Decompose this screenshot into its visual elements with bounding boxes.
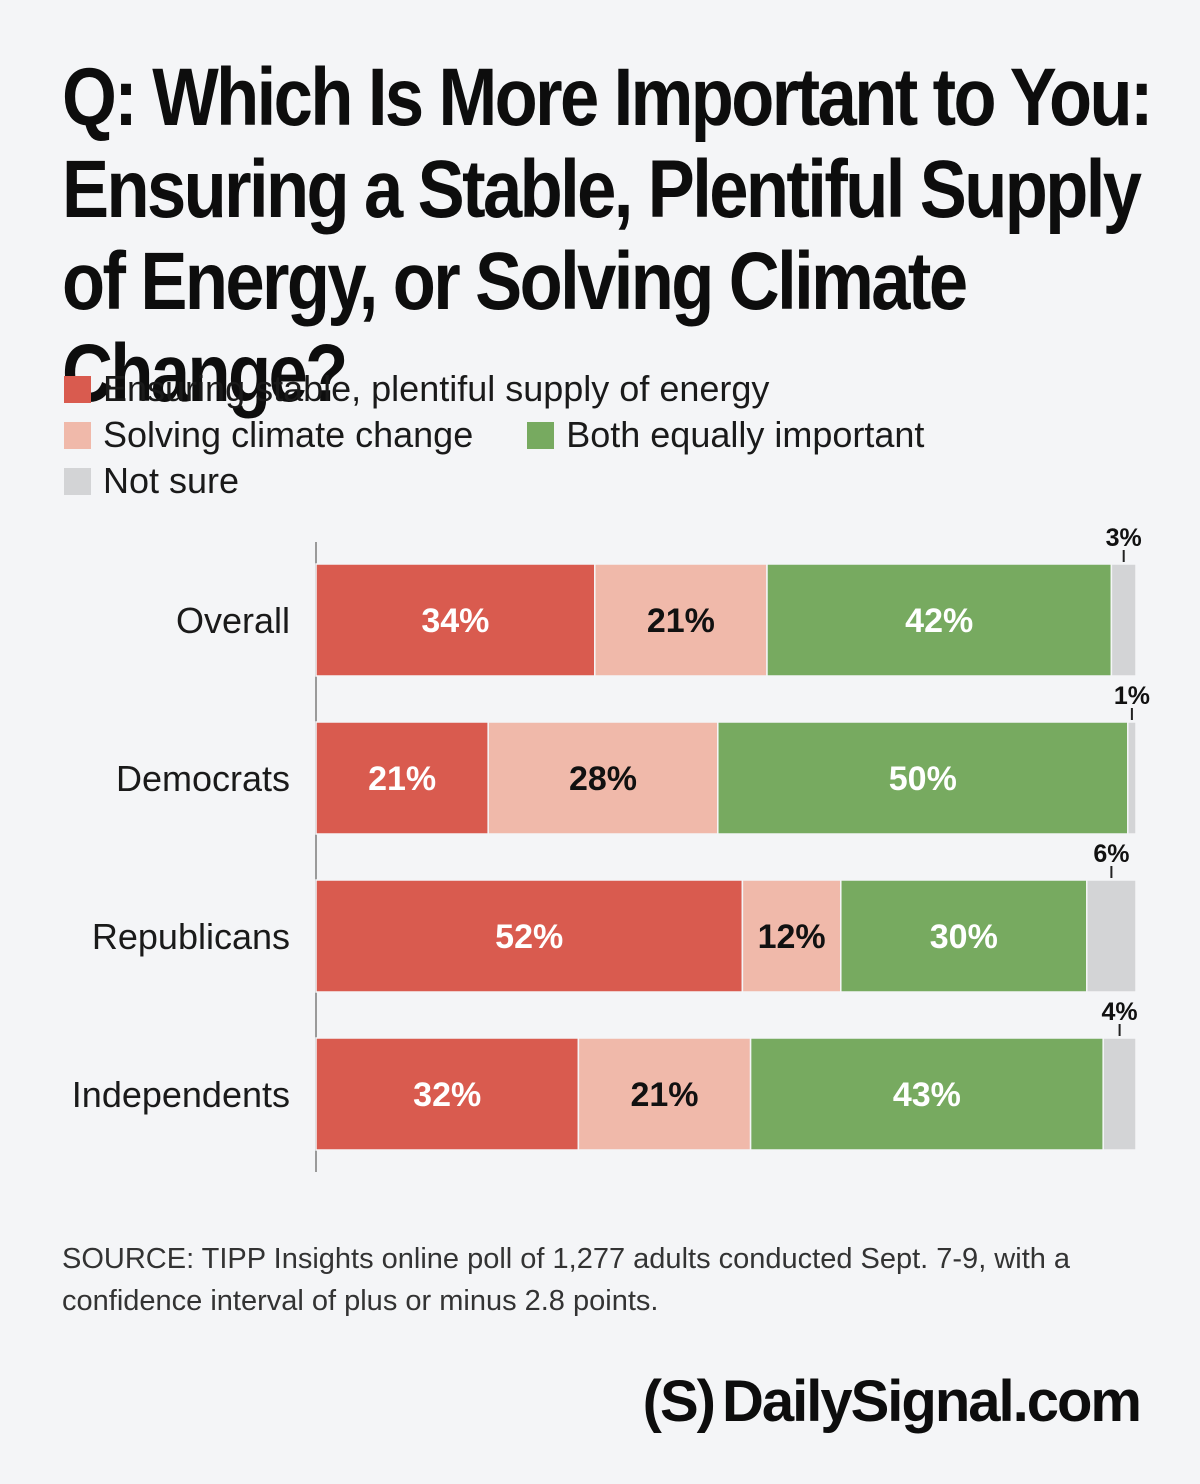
data-label-overall-not_sure: 3% [1106,524,1142,552]
legend-label-both: Both equally important [566,414,925,455]
brand-mark: (S) [642,1369,716,1434]
bar-overall-not_sure [1110,563,1137,677]
data-label-overall-energy: 34% [421,602,489,640]
legend-item-energy: Ensuring stable, plentiful supply of ene… [64,366,769,412]
data-label-independents-both: 43% [893,1076,961,1114]
bar-overall-climate [594,563,768,677]
data-label-republicans-not_sure: 6% [1093,840,1129,868]
data-label-democrats-climate: 28% [569,760,637,798]
legend-swatch-climate [64,421,91,449]
data-label-independents-energy: 32% [413,1076,481,1114]
legend-item-both: Both equally important [527,412,924,458]
bar-democrats-not_sure [1127,721,1137,835]
legend-item-not-sure: Not sure [64,458,239,504]
legend: Ensuring stable, plentiful supply of ene… [64,366,1144,504]
category-label-democrats: Democrats [116,758,290,799]
data-label-republicans-both: 30% [930,918,998,956]
legend-row-3: Not sure [64,458,1144,504]
bar-republicans-energy [315,879,744,993]
data-label-democrats-both: 50% [889,760,957,798]
bar-democrats-energy [315,721,489,835]
data-label-democrats-energy: 21% [368,760,436,798]
bar-republicans-not_sure [1086,879,1137,993]
legend-label-not-sure: Not sure [103,460,240,501]
legend-label-climate: Solving climate change [103,414,474,455]
data-label-independents-not_sure: 4% [1102,998,1138,1026]
category-label-republicans: Republicans [92,916,290,957]
stacked-bar-chart: Overall 34% 21% 42% 3% Democrats 21% 28% 50% 1% Re… [72,524,1150,1172]
data-label-overall-both: 42% [905,602,973,640]
legend-row-2: Solving climate change Both equally impo… [64,412,1144,458]
legend-swatch-not-sure [64,467,91,495]
bar-republicans-climate [741,879,842,993]
bar-independents-not_sure [1102,1037,1137,1151]
bar-independents-climate [577,1037,752,1151]
bar-independents-both [749,1037,1104,1151]
legend-swatch-both [527,421,555,449]
category-label-independents: Independents [72,1074,290,1115]
data-label-republicans-energy: 52% [495,918,563,956]
bar-republicans-both [840,879,1088,993]
data-label-overall-climate: 21% [647,602,715,640]
brand-logo: (S) DailySignal.com [642,1368,1142,1435]
chart-title: Q: Which Is More Important to You: Ensur… [62,52,1153,419]
data-label-democrats-not_sure: 1% [1114,682,1150,710]
legend-swatch-energy [64,375,91,403]
bar-independents-energy [315,1037,580,1151]
legend-row-1: Ensuring stable, plentiful supply of ene… [64,366,1144,412]
source-note: SOURCE: TIPP Insights online poll of 1,2… [62,1243,1071,1317]
legend-label-energy: Ensuring stable, plentiful supply of ene… [103,368,770,409]
category-label-overall: Overall [176,600,290,641]
bar-overall-energy [315,563,596,677]
data-label-independents-climate: 21% [630,1076,698,1114]
data-label-republicans-climate: 12% [758,918,826,956]
bar-democrats-both [717,721,1129,835]
legend-item-climate: Solving climate change [64,412,473,458]
brand-name: DailySignal.com [721,1369,1142,1434]
bar-overall-both [766,563,1113,677]
